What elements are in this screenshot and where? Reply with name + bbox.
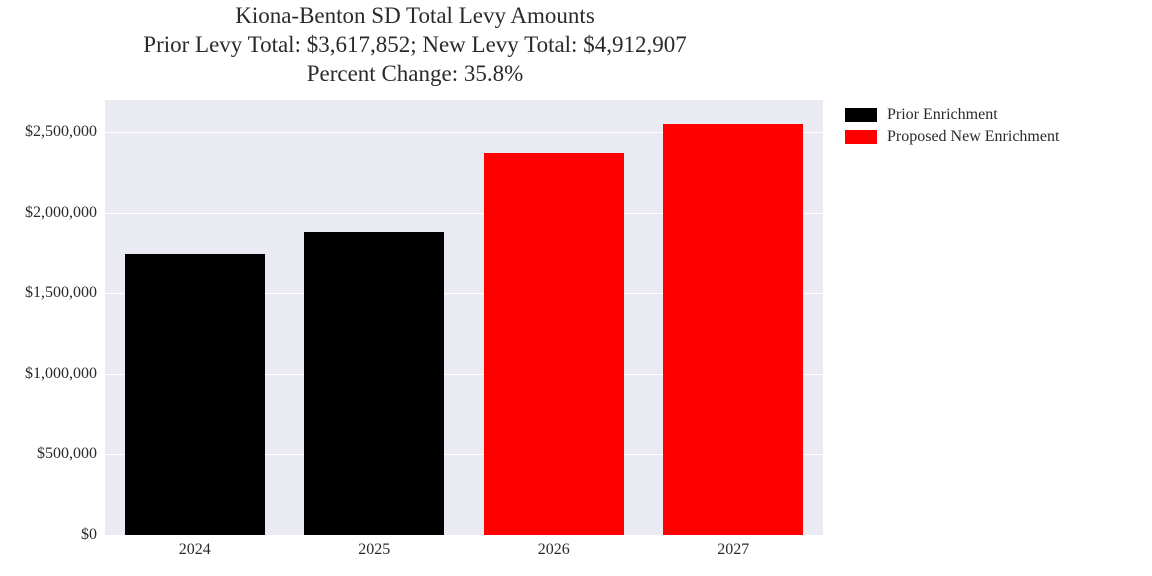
plot-area: $0$500,000$1,000,000$1,500,000$2,000,000…	[105, 100, 823, 535]
legend-item-prior: Prior Enrichment	[845, 106, 1059, 124]
legend-swatch-prior	[845, 108, 877, 122]
legend-label-prior: Prior Enrichment	[887, 106, 998, 124]
chart-title-block: Kiona-Benton SD Total Levy Amounts Prior…	[0, 2, 830, 88]
y-tick-label: $2,500,000	[25, 123, 105, 141]
y-tick-label: $1,000,000	[25, 365, 105, 383]
legend: Prior Enrichment Proposed New Enrichment	[845, 106, 1059, 150]
bar-2024	[125, 254, 265, 535]
chart-title-line-1: Kiona-Benton SD Total Levy Amounts	[0, 2, 830, 31]
x-tick-label: 2025	[358, 535, 390, 559]
x-tick-label: 2026	[538, 535, 570, 559]
y-tick-label: $0	[81, 526, 105, 544]
chart-title-line-2: Prior Levy Total: $3,617,852; New Levy T…	[0, 31, 830, 60]
bar-2027	[663, 124, 803, 535]
y-tick-label: $500,000	[37, 445, 105, 463]
x-tick-label: 2027	[717, 535, 749, 559]
chart-title-line-3: Percent Change: 35.8%	[0, 60, 830, 89]
chart-container: Kiona-Benton SD Total Levy Amounts Prior…	[0, 0, 1152, 576]
y-tick-label: $1,500,000	[25, 284, 105, 302]
y-tick-label: $2,000,000	[25, 204, 105, 222]
bar-2026	[484, 153, 624, 535]
legend-swatch-proposed	[845, 130, 877, 144]
grid-line	[105, 535, 823, 536]
legend-label-proposed: Proposed New Enrichment	[887, 128, 1059, 146]
bar-2025	[304, 232, 444, 535]
legend-item-proposed: Proposed New Enrichment	[845, 128, 1059, 146]
x-tick-label: 2024	[179, 535, 211, 559]
